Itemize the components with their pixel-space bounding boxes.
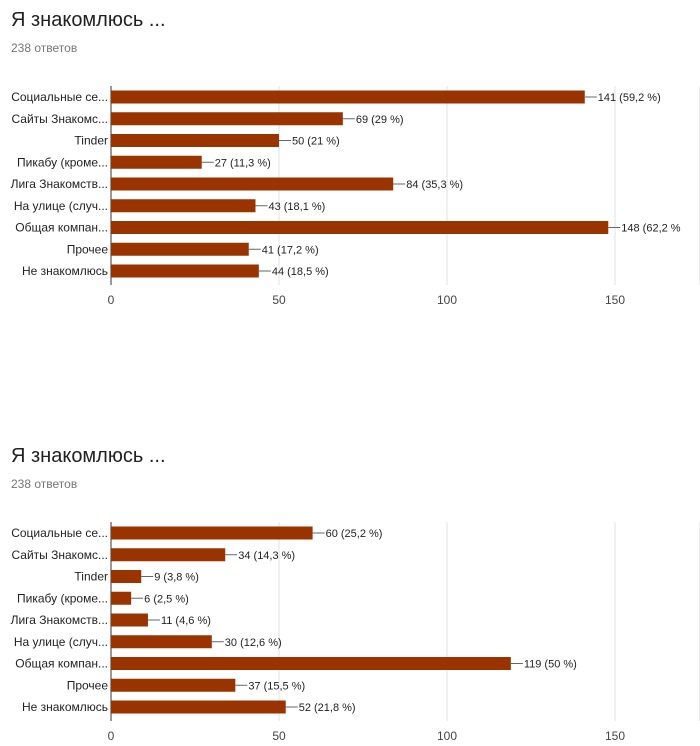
response-count: 238 ответов (11, 41, 78, 55)
data-label: 30 (12,6 %) (225, 637, 282, 649)
category-label: Лига Знакомств... (11, 177, 108, 191)
category-label: Не знакомлюсь (22, 700, 108, 714)
bar (111, 264, 259, 278)
category-label: Пикабу (кроме... (17, 155, 108, 169)
category-label: Пикабу (кроме... (17, 591, 108, 605)
data-label: 50 (21 %) (292, 136, 340, 148)
category-label: Сайты Знакомс... (12, 548, 109, 562)
bar (111, 548, 226, 562)
data-label: 27 (11,3 %) (215, 157, 271, 169)
category-label: Общая компан... (15, 221, 108, 235)
category-label: Не знакомлюсь (22, 264, 108, 278)
data-label: 52 (21,8 %) (299, 702, 356, 714)
data-label: 60 (25,2 %) (326, 528, 383, 540)
x-tick-label: 0 (108, 293, 115, 307)
data-label: 37 (15,5 %) (248, 680, 305, 692)
data-label: 148 (62,2 % (621, 223, 681, 235)
category-label: Прочее (67, 242, 109, 256)
chart-panel-1: Я знакомлюсь ... 238 ответов Социальные … (0, 0, 700, 330)
category-label: Социальные се... (11, 526, 108, 540)
data-label: 6 (2,5 %) (144, 593, 189, 605)
bar (111, 155, 202, 169)
x-tick-label: 50 (272, 729, 286, 743)
bar-chart: Социальные се... 141 (59,2 %) Сайты Знаком… (11, 86, 700, 307)
data-label: 69 (29 %) (356, 114, 404, 126)
data-label: 119 (50 %) (524, 659, 577, 671)
bar (111, 221, 609, 234)
response-count: 238 ответов (11, 477, 78, 491)
category-label: Сайты Знакомс... (12, 112, 109, 126)
chart-panel-2: Я знакомлюсь ... 238 ответов Социальные … (0, 436, 700, 743)
x-tick-label: 50 (272, 293, 286, 307)
category-label: Лига Знакомств... (11, 613, 108, 627)
bar (111, 700, 286, 714)
x-tick-label: 150 (605, 293, 625, 307)
chart-title: Я знакомлюсь ... (11, 9, 166, 31)
bar (111, 242, 249, 256)
category-label: Tinder (74, 134, 108, 148)
bar (111, 199, 256, 213)
bar (111, 635, 212, 649)
bar (111, 526, 313, 540)
x-tick-label: 0 (108, 729, 115, 743)
bar (111, 591, 132, 605)
bar-chart: Социальные се... 60 (25,2 %) Сайты Знакомс… (11, 522, 700, 743)
data-label: 44 (18,5 %) (272, 266, 329, 278)
bar (111, 112, 343, 126)
bar (111, 678, 236, 692)
bar (111, 570, 142, 583)
x-tick-label: 150 (605, 729, 625, 743)
category-label: Tinder (74, 570, 108, 584)
data-label: 141 (59,2 %) (598, 92, 661, 104)
x-tick-label: 100 (437, 729, 457, 743)
bar (111, 657, 511, 670)
x-tick-label: 100 (437, 293, 457, 307)
category-label: Социальные се... (11, 90, 108, 104)
category-label: Прочее (67, 678, 109, 692)
bar (111, 134, 279, 147)
category-label: На улице (случ... (14, 635, 108, 649)
category-label: Общая компан... (15, 657, 108, 671)
bar (111, 90, 585, 104)
bar (111, 177, 394, 191)
data-label: 9 (3,8 %) (154, 572, 199, 584)
data-label: 84 (35,3 %) (406, 179, 463, 191)
data-label: 41 (17,2 %) (262, 244, 319, 256)
bar (111, 613, 148, 627)
category-label: На улице (случ... (14, 199, 108, 213)
data-label: 43 (18,1 %) (268, 201, 325, 213)
data-label: 34 (14,3 %) (238, 550, 295, 562)
chart-title: Я знакомлюсь ... (11, 445, 166, 467)
data-label: 11 (4,6 %) (161, 615, 211, 627)
